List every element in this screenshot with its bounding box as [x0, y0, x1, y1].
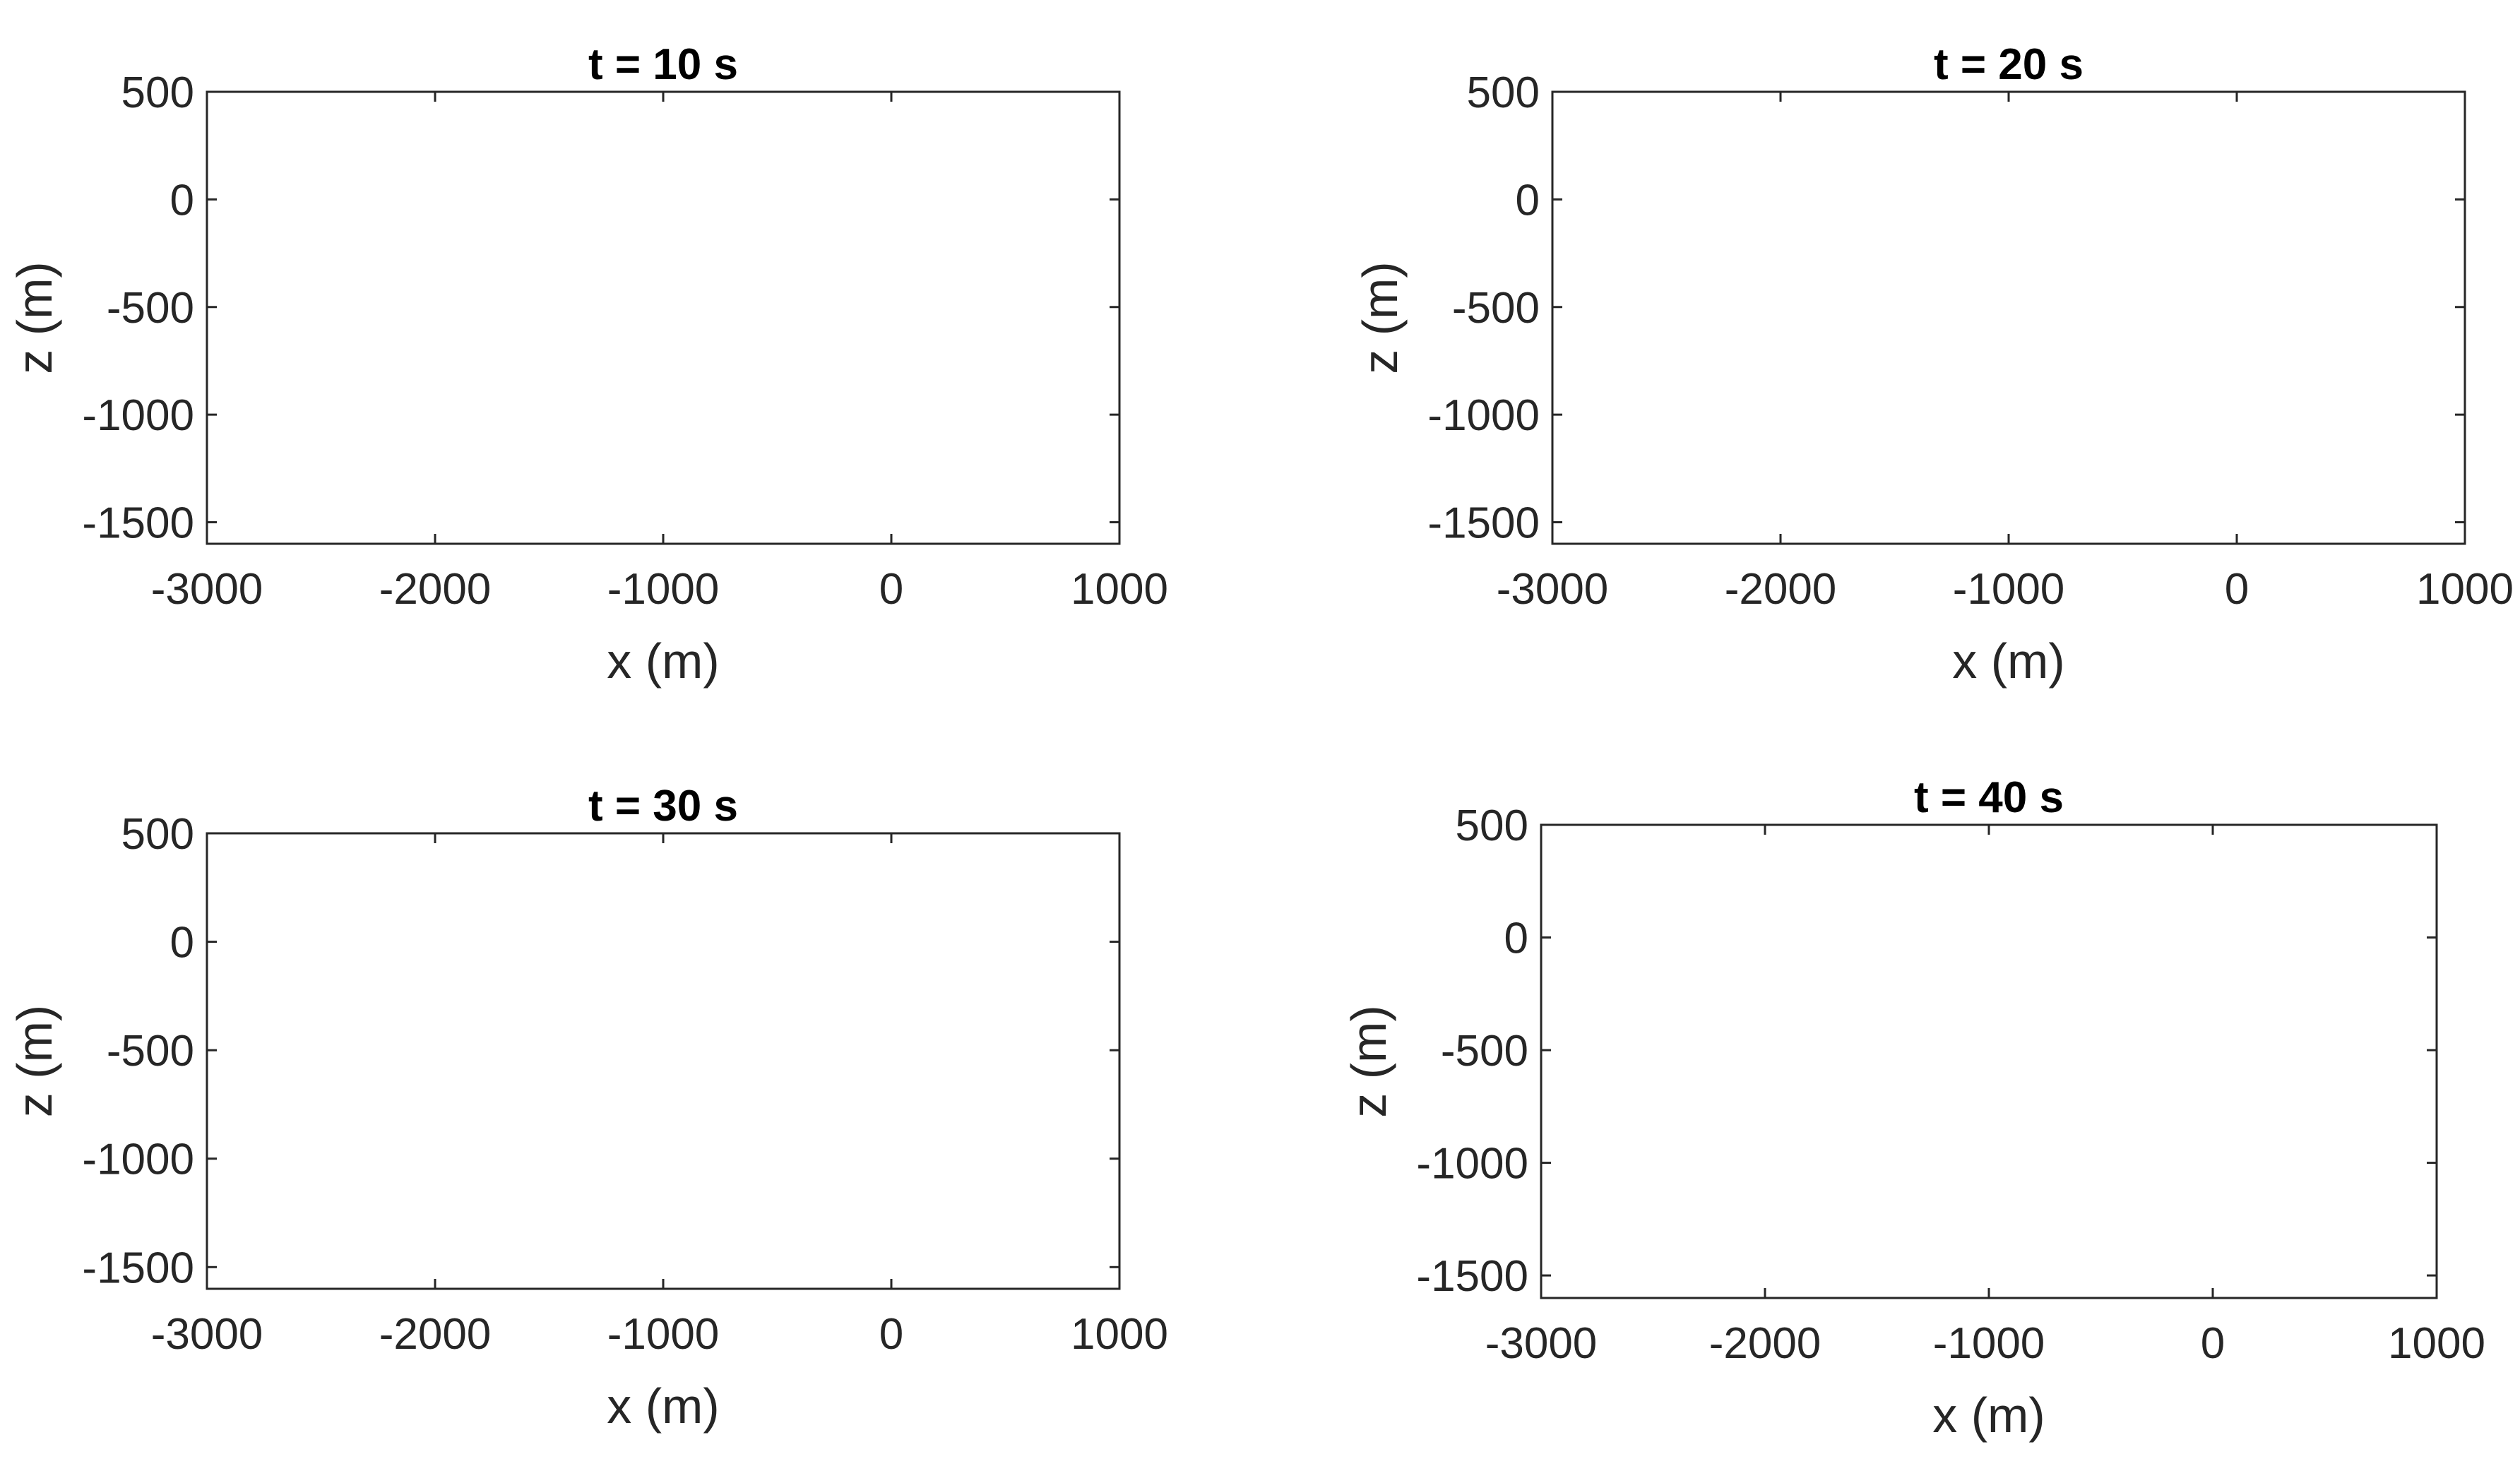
- x-tick-label: 1000: [2388, 1319, 2485, 1368]
- x-axis-label: x (m): [1952, 633, 2064, 689]
- axes-frame: [206, 90, 1121, 545]
- panel-title: t = 10 s: [588, 40, 738, 89]
- y-tick-label: 500: [121, 810, 194, 859]
- x-tick-label: -3000: [1497, 565, 1609, 614]
- x-tick-label: 0: [879, 565, 903, 614]
- x-tick-label: -3000: [1485, 1319, 1598, 1368]
- y-tick-label: -1000: [82, 1136, 194, 1184]
- x-tick-label: 1000: [2416, 565, 2514, 614]
- y-tick-label: 500: [1456, 802, 1528, 850]
- y-tick-label: -1000: [1416, 1140, 1528, 1189]
- y-tick-label: 0: [170, 176, 194, 225]
- x-tick-label: 0: [879, 1310, 903, 1359]
- y-axis-label: z (m): [1353, 261, 1408, 374]
- axes-frame: [1551, 90, 2466, 545]
- x-axis-label: x (m): [607, 1378, 719, 1434]
- y-tick-label: -1500: [1416, 1252, 1528, 1301]
- x-tick-label: -1000: [607, 565, 720, 614]
- x-tick-label: 1000: [1071, 1310, 1168, 1359]
- y-tick-label: -1000: [82, 391, 194, 440]
- x-tick-label: 0: [2225, 565, 2249, 614]
- y-tick-label: -500: [107, 1027, 194, 1076]
- x-axis-label: x (m): [607, 633, 719, 689]
- x-tick-label: -3000: [151, 1310, 263, 1359]
- panel-2: -3000 -2000 -1000 0 1000 500 0 -500 -1000 -1500 t …: [1353, 40, 2514, 689]
- y-axis-label: z (m): [1341, 1005, 1396, 1117]
- axes-frame: [1540, 823, 2438, 1299]
- y-tick-label: 500: [1467, 69, 1540, 117]
- y-tick-label: -500: [1452, 284, 1540, 333]
- x-tick-label: -1000: [1933, 1319, 2045, 1368]
- x-tick-label: -2000: [1725, 565, 1837, 614]
- y-tick-label: 500: [121, 69, 194, 117]
- panel-1: -3000 -2000 -1000 0 1000 500 0 -500 -1000 -1500 t …: [7, 40, 1168, 689]
- x-tick-label: -1000: [1953, 565, 2065, 614]
- y-tick-label: -1500: [82, 499, 194, 548]
- y-tick-label: -500: [1441, 1027, 1528, 1076]
- x-tick-label: -2000: [379, 565, 492, 614]
- panel-title: t = 40 s: [1914, 773, 2064, 822]
- y-axis-label: z (m): [7, 1005, 62, 1117]
- y-tick-label: -1500: [1427, 499, 1540, 548]
- panel-4: -3000 -2000 -1000 0 1000 500 0 -500 -1000 -1500 t …: [1341, 773, 2485, 1443]
- axes-frame: [206, 832, 1121, 1290]
- y-tick-label: -1000: [1427, 391, 1540, 440]
- panel-title: t = 30 s: [588, 782, 738, 830]
- y-tick-label: -1500: [82, 1244, 194, 1292]
- y-tick-label: 0: [1504, 915, 1528, 963]
- x-tick-label: -1000: [607, 1310, 720, 1359]
- y-tick-label: 0: [1516, 176, 1540, 225]
- y-tick-label: -500: [107, 284, 194, 333]
- x-tick-label: -2000: [379, 1310, 492, 1359]
- y-tick-label: 0: [170, 919, 194, 967]
- x-tick-label: -2000: [1709, 1319, 1821, 1368]
- x-tick-label: -3000: [151, 565, 263, 614]
- x-tick-label: 1000: [1071, 565, 1168, 614]
- x-axis-label: x (m): [1932, 1388, 2045, 1443]
- panel-title: t = 20 s: [1934, 40, 2084, 89]
- panel-3: -3000 -2000 -1000 0 1000 500 0 -500 -1000 -1500 t …: [7, 782, 1168, 1434]
- y-axis-label: z (m): [7, 261, 62, 374]
- x-tick-label: 0: [2201, 1319, 2225, 1368]
